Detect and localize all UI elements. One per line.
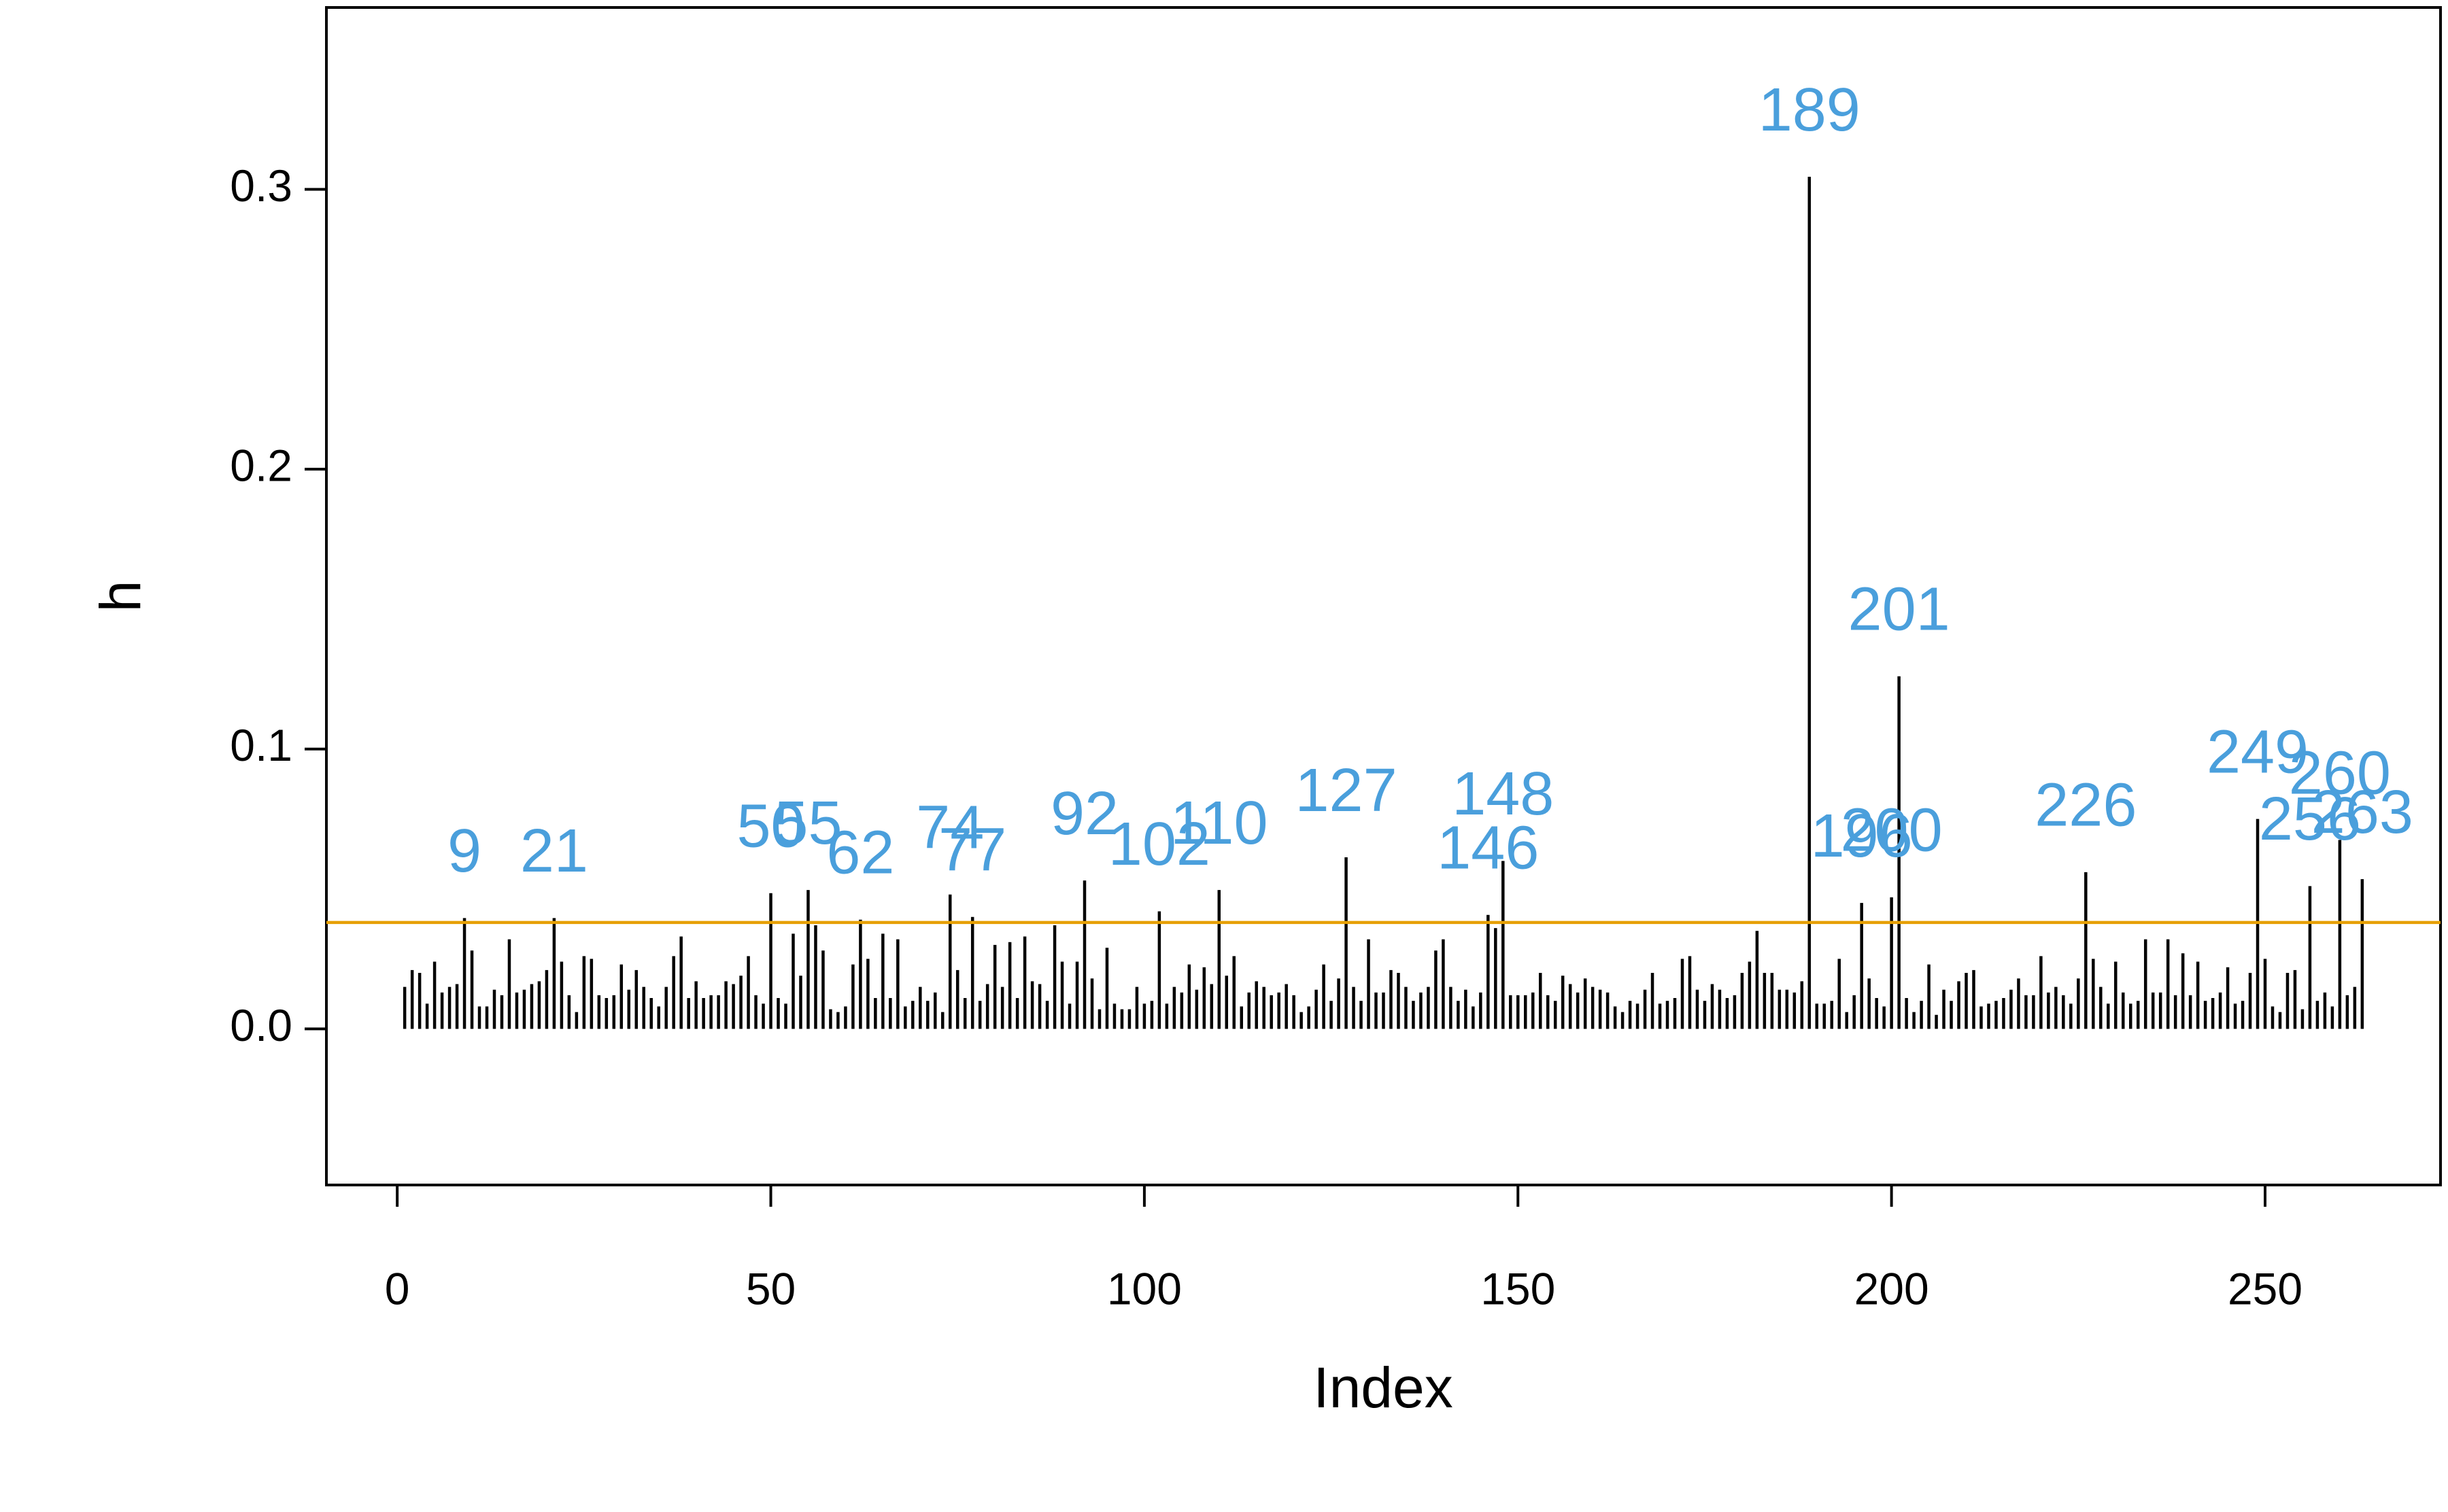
plot-frame <box>325 6 2442 1186</box>
point-label: 256 <box>2259 785 2361 853</box>
y-tick-label: 0.3 <box>230 160 292 211</box>
point-label: 21 <box>520 817 588 885</box>
point-label: 146 <box>1437 814 1539 882</box>
point-label: 110 <box>1170 789 1268 857</box>
point-label: 196 <box>1811 802 1913 870</box>
point-label: 74 <box>916 794 984 862</box>
x-tick-label: 250 <box>2228 1263 2302 1313</box>
y-tick-label: 0.0 <box>230 1000 292 1050</box>
x-tick-label: 200 <box>1854 1263 1929 1313</box>
point-label: 249 <box>2207 718 2309 786</box>
x-tick-label: 0 <box>385 1263 410 1313</box>
point-label: 9 <box>447 817 481 885</box>
x-tick-label: 100 <box>1107 1263 1182 1313</box>
point-label: 92 <box>1051 780 1119 848</box>
x-tick-label: 150 <box>1480 1263 1555 1313</box>
point-label: 201 <box>1848 575 1950 643</box>
point-label: 102 <box>1108 810 1210 878</box>
y-tick-label: 0.2 <box>230 441 292 491</box>
point-label: 226 <box>2035 772 2137 840</box>
y-tick-label: 0.1 <box>230 720 292 770</box>
y-axis-title: h <box>88 581 152 613</box>
point-label: 200 <box>1841 797 1943 865</box>
point-label: 77 <box>938 816 1006 884</box>
point-label: 148 <box>1452 760 1554 828</box>
point-label: 62 <box>826 819 894 887</box>
point-label: 55 <box>774 789 842 857</box>
point-label: 189 <box>1758 76 1860 144</box>
point-label: 260 <box>2289 739 2391 807</box>
point-label: 127 <box>1295 757 1397 825</box>
point-label: 263 <box>2311 778 2413 846</box>
x-axis-title: Index <box>1313 1356 1453 1420</box>
point-label: 50 <box>736 792 804 860</box>
x-tick-label: 50 <box>746 1263 796 1313</box>
